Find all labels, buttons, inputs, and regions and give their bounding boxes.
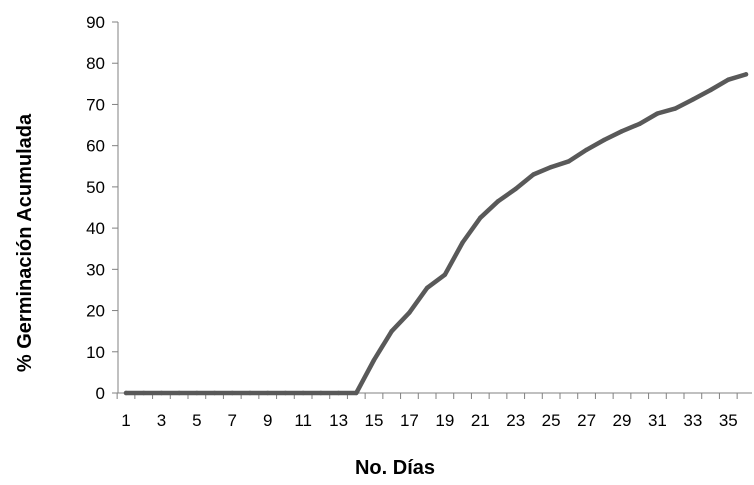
y-tick-label: 0	[96, 384, 105, 403]
y-axis-title: % Germinación Acumulada	[14, 113, 36, 372]
y-tick-label: 20	[86, 302, 105, 321]
x-tick-label: 25	[542, 411, 561, 430]
axes	[118, 22, 752, 393]
x-tick-label: 35	[719, 411, 738, 430]
series-line-0	[126, 74, 746, 393]
data-point	[460, 240, 464, 244]
x-tick-label: 23	[506, 411, 525, 430]
x-tick-label: 19	[435, 411, 454, 430]
x-tick-label: 27	[577, 411, 596, 430]
data-point	[708, 88, 712, 92]
y-tick-label: 70	[86, 95, 105, 114]
y-tick-label: 60	[86, 137, 105, 156]
data-point	[283, 391, 287, 395]
data-point	[336, 391, 340, 395]
x-tick-label: 11	[294, 411, 312, 430]
x-tick-label: 17	[400, 411, 419, 430]
x-axis-title: No. Días	[355, 457, 435, 479]
y-tick-label: 10	[86, 343, 105, 362]
data-point	[390, 329, 394, 333]
data-point	[301, 391, 305, 395]
data-point	[177, 391, 181, 395]
data-point	[354, 391, 358, 395]
x-tick-label: 21	[471, 411, 490, 430]
data-point	[655, 111, 659, 115]
x-tick-label: 7	[228, 411, 237, 430]
data-point	[514, 187, 518, 191]
x-tick-label: 9	[263, 411, 272, 430]
data-point	[230, 391, 234, 395]
y-axis-ticks: 0 10 20 30 40 50 60 70 80 90	[86, 13, 118, 403]
x-tick-label: 3	[157, 411, 166, 430]
y-tick-label: 50	[86, 178, 105, 197]
data-point	[567, 159, 571, 163]
data-point	[602, 138, 606, 142]
data-point	[549, 165, 553, 169]
data-point	[372, 358, 376, 362]
x-tick-label: 33	[683, 411, 702, 430]
data-point	[425, 286, 429, 290]
x-tick-label: 15	[365, 411, 384, 430]
y-tick-label: 40	[86, 219, 105, 238]
data-point	[266, 391, 270, 395]
x-tick-label: 29	[613, 411, 632, 430]
x-tick-label: 1	[121, 411, 130, 430]
x-axis-ticks: 1 3 5 7 9 11 13 15 17 19 21 23 25 27 29 31 33 35	[117, 393, 738, 430]
series-group	[124, 72, 748, 395]
data-point	[443, 272, 447, 276]
data-point	[124, 391, 128, 395]
data-point	[159, 391, 163, 395]
data-point	[248, 391, 252, 395]
data-point	[319, 391, 323, 395]
y-tick-label: 30	[86, 260, 105, 279]
data-point	[212, 391, 216, 395]
y-tick-label: 80	[86, 54, 105, 73]
data-point	[142, 391, 146, 395]
data-point	[726, 78, 730, 82]
data-point	[673, 106, 677, 110]
data-point	[407, 310, 411, 314]
data-point	[691, 97, 695, 101]
x-tick-label: 13	[329, 411, 348, 430]
x-tick-label: 31	[648, 411, 667, 430]
data-point	[584, 148, 588, 152]
data-point	[620, 129, 624, 133]
data-point	[195, 391, 199, 395]
y-tick-label: 90	[86, 13, 105, 32]
data-point	[478, 216, 482, 220]
x-tick-label: 5	[192, 411, 201, 430]
data-point	[638, 122, 642, 126]
data-point	[496, 199, 500, 203]
data-point	[744, 72, 748, 76]
data-point	[531, 172, 535, 176]
